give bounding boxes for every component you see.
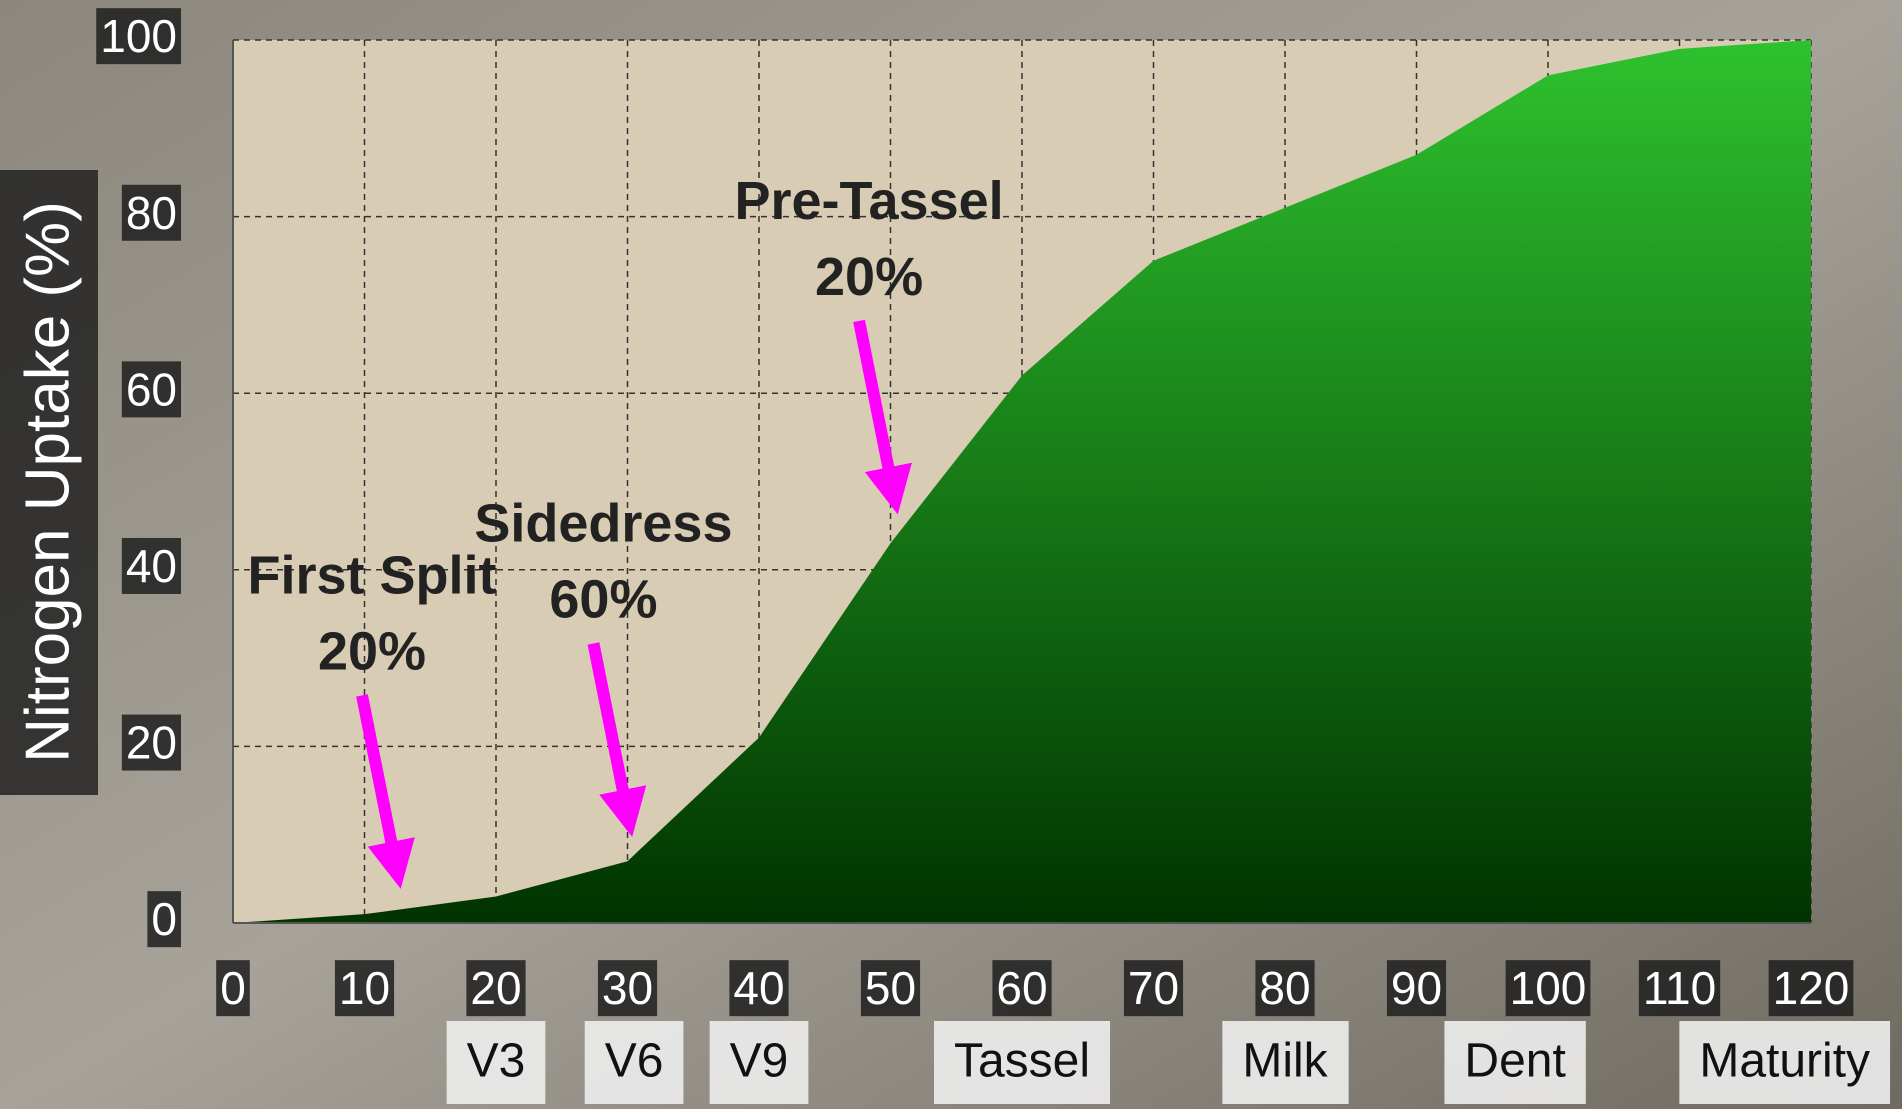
x-tick-label-group: 30 (597, 960, 658, 1017)
x-tick-label-group: 50 (860, 960, 921, 1017)
x-tick-label: 60 (996, 962, 1047, 1014)
y-tick-label-group: 60 (121, 361, 181, 418)
stage-label-box (1222, 1021, 1349, 1104)
x-tick-label: 100 (1510, 962, 1587, 1014)
x-tick-label: 10 (339, 962, 390, 1014)
x-tick-label-box (466, 960, 526, 1017)
x-tick-label-box (1386, 960, 1447, 1017)
x-tick-label-box (1638, 960, 1721, 1017)
x-tick-label-box (729, 960, 789, 1017)
y-label-box (0, 170, 98, 795)
y-tick-label-group: 0 (147, 891, 181, 948)
x-tick-label-group: 20 (466, 960, 526, 1017)
stage-label: V3 (467, 1035, 526, 1088)
annotation-share: 20% (318, 622, 426, 682)
annotation-share: 60% (549, 570, 657, 630)
stage-label-group: Milk (1222, 1021, 1349, 1104)
x-tick-label-group: 70 (1123, 960, 1184, 1017)
x-tick-label: 40 (733, 962, 784, 1014)
annotation-text: First Split (247, 546, 496, 606)
x-tick-label: 20 (470, 962, 521, 1014)
annotation-arrow (853, 319, 912, 515)
annotation-share: 20% (815, 247, 923, 307)
x-tick-label-group: 90 (1386, 960, 1447, 1017)
annotation-arrow (587, 642, 647, 838)
stage-label: Milk (1242, 1035, 1328, 1088)
y-tick-label: 100 (100, 10, 177, 62)
x-tick-label-group: 120 (1768, 960, 1854, 1017)
annotation-text: Pre-Tassel (734, 171, 1003, 231)
area (233, 40, 1811, 923)
stage-label: Maturity (1699, 1035, 1870, 1088)
y-tick-label: 80 (126, 187, 177, 239)
x-tick-label-box (216, 960, 250, 1017)
x-tick-label: 90 (1391, 962, 1442, 1014)
x-tick-label-box (992, 960, 1052, 1017)
y-tick-label-group: 40 (121, 537, 181, 594)
x-tick-label: 120 (1773, 962, 1850, 1014)
stage-label-box (709, 1021, 809, 1104)
y-tick-label-box (121, 714, 181, 771)
stage-label-box (1444, 1021, 1586, 1104)
stage-label: Tassel (954, 1035, 1090, 1088)
stage-label-group: Maturity (1679, 1021, 1891, 1104)
y-tick-label-box (121, 537, 181, 594)
annotation-text: Sidedress (474, 494, 732, 554)
y-axis-label: Nitrogen Uptake (%) (13, 201, 82, 763)
stage-label-group: Tassel (933, 1021, 1111, 1104)
stage-label-box (446, 1021, 546, 1104)
y-tick-label-box (147, 891, 181, 948)
x-tick-label-box (1505, 960, 1591, 1017)
stage-label-group: V6 (584, 1021, 684, 1104)
y-tick-label-group: 80 (121, 184, 181, 241)
y-tick-label-group: 20 (121, 714, 181, 771)
stage-label: V9 (730, 1035, 789, 1088)
x-tick-label-box (597, 960, 658, 1017)
stage-label-box (584, 1021, 684, 1104)
x-tick-label: 80 (1259, 962, 1310, 1014)
x-tick-label-group: 100 (1505, 960, 1591, 1017)
x-tick-label: 50 (865, 962, 916, 1014)
x-tick-label: 110 (1643, 962, 1716, 1014)
stage-label-group: V3 (446, 1021, 546, 1104)
x-tick-label-box (1255, 960, 1315, 1017)
x-tick-label: 70 (1128, 962, 1179, 1014)
y-tick-label: 0 (151, 893, 177, 945)
stage-label-group: Dent (1444, 1021, 1586, 1104)
x-tick-label-group: 80 (1255, 960, 1315, 1017)
x-tick-label-group: 60 (992, 960, 1052, 1017)
x-tick-label: 30 (602, 962, 653, 1014)
y-tick-label-box (96, 8, 181, 65)
x-tick-label-box (1768, 960, 1854, 1017)
y-tick-label: 40 (126, 540, 177, 592)
x-tick-label-group: 110 (1638, 960, 1721, 1017)
y-tick-label-box (121, 184, 181, 241)
x-tick-label: 0 (220, 962, 246, 1014)
annotation-arrow (356, 694, 415, 889)
stage-label-group: V9 (709, 1021, 809, 1104)
stage-label: V6 (605, 1035, 664, 1088)
x-tick-label-box (860, 960, 921, 1017)
y-tick-label: 20 (126, 717, 177, 769)
x-tick-label-box (334, 960, 395, 1017)
x-tick-label-group: 10 (334, 960, 395, 1017)
stage-label-box (933, 1021, 1111, 1104)
y-tick-label-group: 100 (96, 8, 181, 65)
stage-label: Dent (1464, 1035, 1565, 1088)
y-tick-label-box (121, 361, 181, 418)
stage-label-box (1679, 1021, 1891, 1104)
y-tick-label: 60 (126, 363, 177, 415)
x-tick-label-group: 0 (216, 960, 250, 1017)
x-tick-label-box (1123, 960, 1184, 1017)
x-tick-label-group: 40 (729, 960, 789, 1017)
